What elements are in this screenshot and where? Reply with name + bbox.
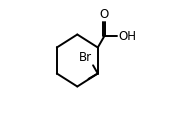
Text: OH: OH bbox=[118, 30, 136, 43]
Text: Br: Br bbox=[79, 51, 92, 64]
Text: O: O bbox=[100, 8, 109, 21]
